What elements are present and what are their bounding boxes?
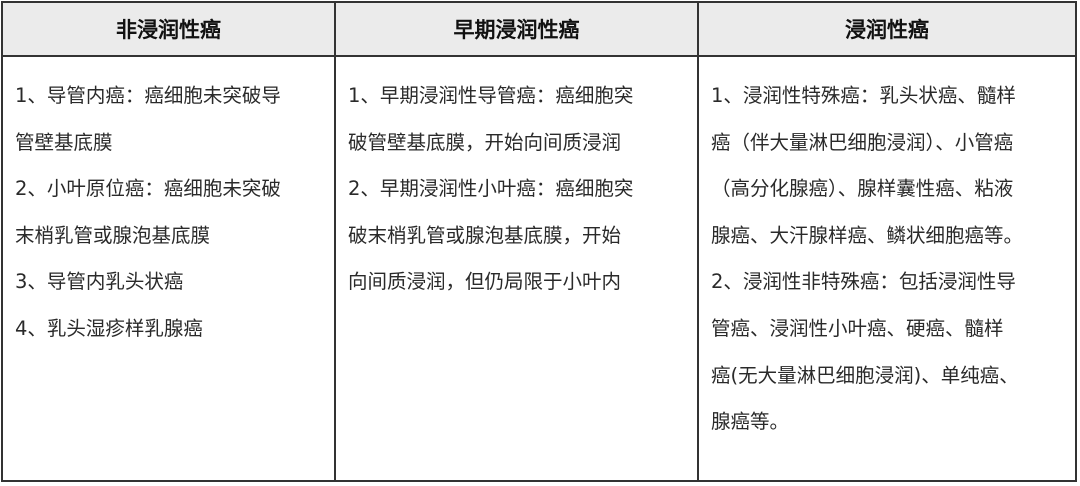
text-line: 管癌、浸润性小叶癌、硬癌、髓样 [711, 316, 1004, 340]
text-line: 1、浸润性特殊癌：乳头状癌、髓样 [711, 84, 1016, 107]
column-early-invasive: 早期浸润性癌 1、早期浸润性导管癌：癌细胞突 破管壁基底膜，开始向间质浸润 2、… [334, 3, 697, 480]
text-line: 1、早期浸润性导管癌：癌细胞突 [348, 84, 634, 107]
text-line: 4、乳头湿疹样乳腺癌 [15, 316, 203, 340]
text-line: （高分化腺癌）、腺样囊性癌、粘液 [711, 177, 1014, 201]
text-line: 向间质浸润，但仍局限于小叶内 [348, 270, 622, 294]
text-line: 破管壁基底膜，开始向间质浸润 [348, 130, 622, 154]
column-body: 1、导管内癌：癌细胞未突破导 管壁基底膜 2、小叶原位癌：癌细胞未突破 末梢乳管… [3, 57, 334, 353]
text-line: 癌(无大量淋巴细胞浸润)、单纯癌、 [711, 363, 1019, 387]
column-body: 1、早期浸润性导管癌：癌细胞突 破管壁基底膜，开始向间质浸润 2、早期浸润性小叶… [336, 57, 697, 306]
column-header: 早期浸润性癌 [336, 3, 697, 57]
column-body: 1、浸润性特殊癌：乳头状癌、髓样 癌（伴大量淋巴细胞浸润）、小管癌 （高分化腺癌… [699, 57, 1075, 446]
text-line: 破末梢乳管或腺泡基底膜，开始 [348, 223, 622, 247]
column-header: 浸润性癌 [699, 3, 1075, 57]
text-line: 腺癌等。 [711, 410, 790, 434]
column-invasive: 浸润性癌 1、浸润性特殊癌：乳头状癌、髓样 癌（伴大量淋巴细胞浸润）、小管癌 （… [697, 3, 1075, 480]
text-line: 癌（伴大量淋巴细胞浸润）、小管癌 [711, 130, 1014, 154]
text-line: 1、导管内癌：癌细胞未突破导 [15, 84, 281, 107]
text-line: 2、早期浸润性小叶癌：癌细胞突 [348, 177, 634, 201]
text-line: 末梢乳管或腺泡基底膜 [15, 223, 211, 247]
column-header: 非浸润性癌 [3, 3, 334, 57]
column-non-invasive: 非浸润性癌 1、导管内癌：癌细胞未突破导 管壁基底膜 2、小叶原位癌：癌细胞未突… [3, 3, 334, 480]
text-line: 2、浸润性非特殊癌：包括浸润性导 [711, 270, 1016, 294]
text-line: 腺癌、大汗腺样癌、鳞状细胞癌等。 [711, 223, 1024, 247]
text-line: 管壁基底膜 [15, 130, 113, 154]
text-line: 3、导管内乳头状癌 [15, 270, 184, 294]
text-line: 2、小叶原位癌：癌细胞未突破 [15, 177, 281, 201]
